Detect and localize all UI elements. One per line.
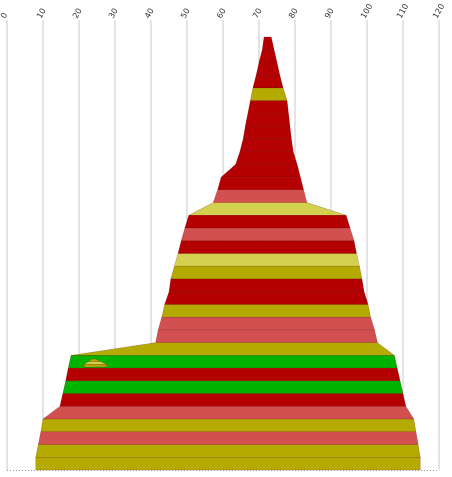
band-19 [168, 278, 365, 292]
band-3 [252, 75, 284, 89]
band-11 [217, 176, 304, 190]
x-tick-label: 0 [0, 11, 9, 20]
peak-band-2 [83, 364, 107, 368]
band-1 [258, 49, 278, 63]
x-tick-label: 70 [251, 7, 264, 20]
band-18 [170, 266, 363, 280]
x-tick-label: 120 [431, 2, 446, 20]
band-15 [181, 227, 355, 241]
x-tick-label: 110 [395, 2, 410, 20]
band-22 [157, 317, 375, 331]
band-14 [184, 215, 351, 229]
x-tick-label: 40 [143, 7, 156, 20]
band-24 [71, 342, 395, 356]
x-tick-label: 10 [35, 7, 48, 20]
x-tick-label: 50 [179, 7, 192, 20]
band-21 [161, 304, 371, 318]
band-2 [255, 62, 281, 76]
band-12 [213, 189, 308, 203]
band-13 [188, 202, 347, 216]
band-10 [220, 164, 301, 178]
band-29 [42, 406, 415, 420]
band-7 [242, 125, 292, 140]
band-6 [245, 113, 291, 127]
band-32 [35, 444, 421, 458]
band-28 [59, 393, 407, 407]
band-26 [65, 367, 401, 382]
x-tick-label: 80 [287, 7, 300, 20]
band-30 [40, 418, 417, 432]
band-5 [247, 100, 289, 114]
band-17 [174, 253, 360, 267]
x-tick-label: 100 [359, 2, 374, 20]
band-layers [35, 36, 421, 471]
band-9 [235, 151, 298, 165]
band-20 [164, 291, 369, 305]
side-peak-layers [83, 358, 107, 368]
band-25 [67, 355, 398, 369]
x-tick-label: 30 [107, 7, 120, 20]
band-4 [250, 87, 288, 101]
band-31 [38, 431, 419, 445]
band-27 [62, 380, 404, 394]
x-axis-tick-labels: 0 10 20 30 40 50 60 70 80 90 100 110 120 [0, 2, 446, 20]
band-33 [35, 457, 421, 471]
band-0 [262, 36, 275, 50]
x-tick-label: 90 [323, 7, 336, 20]
band-23 [155, 329, 378, 343]
x-tick-label: 60 [215, 7, 228, 20]
band-8 [239, 138, 294, 152]
x-tick-label: 20 [71, 7, 84, 20]
band-16 [177, 240, 357, 254]
